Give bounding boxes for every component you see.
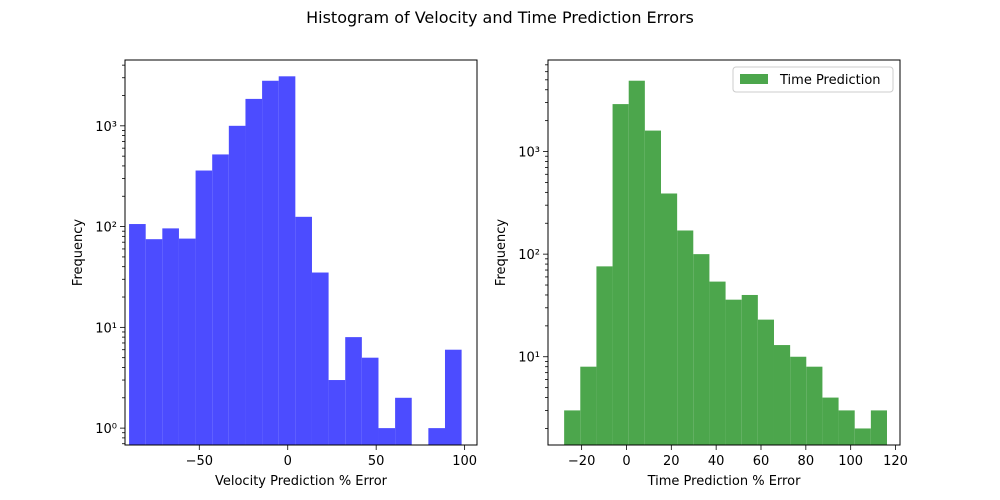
velocity-axes-frame <box>124 59 478 446</box>
velocity-histogram: −50 0 50 100 10⁰ 10¹ 10² 10³ Velocity Predictio… <box>71 59 478 489</box>
histogram-bar-0 <box>129 224 146 445</box>
histogram-bar-8 <box>693 254 710 445</box>
x-tick-label: 0 <box>284 454 292 469</box>
x-tick-label: 120 <box>883 454 908 469</box>
time-x-label: Time Prediction % Error <box>647 474 801 489</box>
histogram-bar-3 <box>612 104 629 445</box>
x-tick-label: 20 <box>663 454 680 469</box>
histogram-bar-6 <box>661 193 678 445</box>
histogram-bar-18 <box>428 428 445 445</box>
x-tick-label: 60 <box>753 454 770 469</box>
x-tick-label: 0 <box>622 454 630 469</box>
histogram-bar-12 <box>328 380 346 445</box>
x-tick-label: 100 <box>452 454 477 469</box>
histogram-bar-7 <box>677 230 694 445</box>
histogram-bar-10 <box>295 216 312 445</box>
histogram-bar-4 <box>195 170 213 445</box>
histogram-bar-19 <box>870 410 887 445</box>
histogram-bar-14 <box>790 356 807 445</box>
histogram-bar-13 <box>774 345 791 445</box>
x-tick-label: 50 <box>368 454 385 469</box>
y-tick-label: 10¹ <box>95 321 117 336</box>
y-tick-label: 10⁰ <box>95 422 117 437</box>
histogram-bar-19 <box>444 349 462 445</box>
histogram-bar-4 <box>628 80 645 445</box>
y-tick-label: 10¹ <box>518 351 540 366</box>
velocity-y-label: Frequency <box>71 219 86 286</box>
y-tick-label: 10³ <box>518 146 540 161</box>
y-tick-label: 10² <box>95 221 117 236</box>
histogram-bar-9 <box>709 281 726 445</box>
x-tick-label: 40 <box>708 454 725 469</box>
time-ticks: −20 0 20 40 60 80 100 120 10¹ 10² 10³ <box>518 64 908 469</box>
time-legend: Time Prediction <box>732 66 894 93</box>
histogram-bar-6 <box>228 125 246 445</box>
histogram-bar-15 <box>806 366 823 445</box>
velocity-ticks: −50 0 50 100 10⁰ 10¹ 10² 10³ <box>95 64 477 469</box>
histogram-bar-1 <box>145 239 163 445</box>
histogram-bar-18 <box>854 428 871 445</box>
histogram-bar-2 <box>596 266 613 445</box>
histogram-bar-8 <box>262 80 279 445</box>
legend-label: Time Prediction <box>779 73 881 88</box>
histogram-bar-1 <box>580 366 597 445</box>
histogram-bar-5 <box>212 154 229 445</box>
histogram-bar-7 <box>245 98 263 446</box>
histogram-bar-14 <box>361 357 379 445</box>
time-histogram: −20 0 20 40 60 80 100 120 10¹ 10² 10³ Time Predict… <box>494 59 908 489</box>
histogram-bar-11 <box>311 272 329 445</box>
histogram-bar-12 <box>757 319 774 445</box>
histogram-bar-15 <box>378 428 396 445</box>
legend-frame <box>732 66 894 93</box>
y-tick-label: 10³ <box>95 120 117 135</box>
histogram-bar-10 <box>725 299 742 445</box>
x-tick-label: −50 <box>186 454 213 469</box>
histogram-bar-9 <box>278 76 296 445</box>
histogram-bar-17 <box>838 410 855 445</box>
histogram-bar-2 <box>162 228 179 445</box>
histogram-bar-16 <box>395 397 412 445</box>
histogram-bar-3 <box>178 238 196 445</box>
velocity-bars <box>129 76 462 446</box>
histogram-bar-0 <box>564 410 581 445</box>
histogram-bar-5 <box>644 130 661 445</box>
velocity-x-label: Velocity Prediction % Error <box>215 474 388 489</box>
histogram-bar-16 <box>822 397 839 445</box>
histogram-bar-11 <box>741 294 758 445</box>
legend-swatch <box>740 74 768 84</box>
x-tick-label: 80 <box>798 454 815 469</box>
x-tick-label: −20 <box>568 454 595 469</box>
time-axes-frame <box>547 59 901 446</box>
figure-title: Histogram of Velocity and Time Predictio… <box>306 8 694 27</box>
histogram-bar-13 <box>345 337 362 445</box>
time-bars <box>564 80 887 445</box>
y-tick-label: 10² <box>518 248 540 263</box>
time-y-label: Frequency <box>494 219 509 286</box>
x-tick-label: 100 <box>838 454 863 469</box>
